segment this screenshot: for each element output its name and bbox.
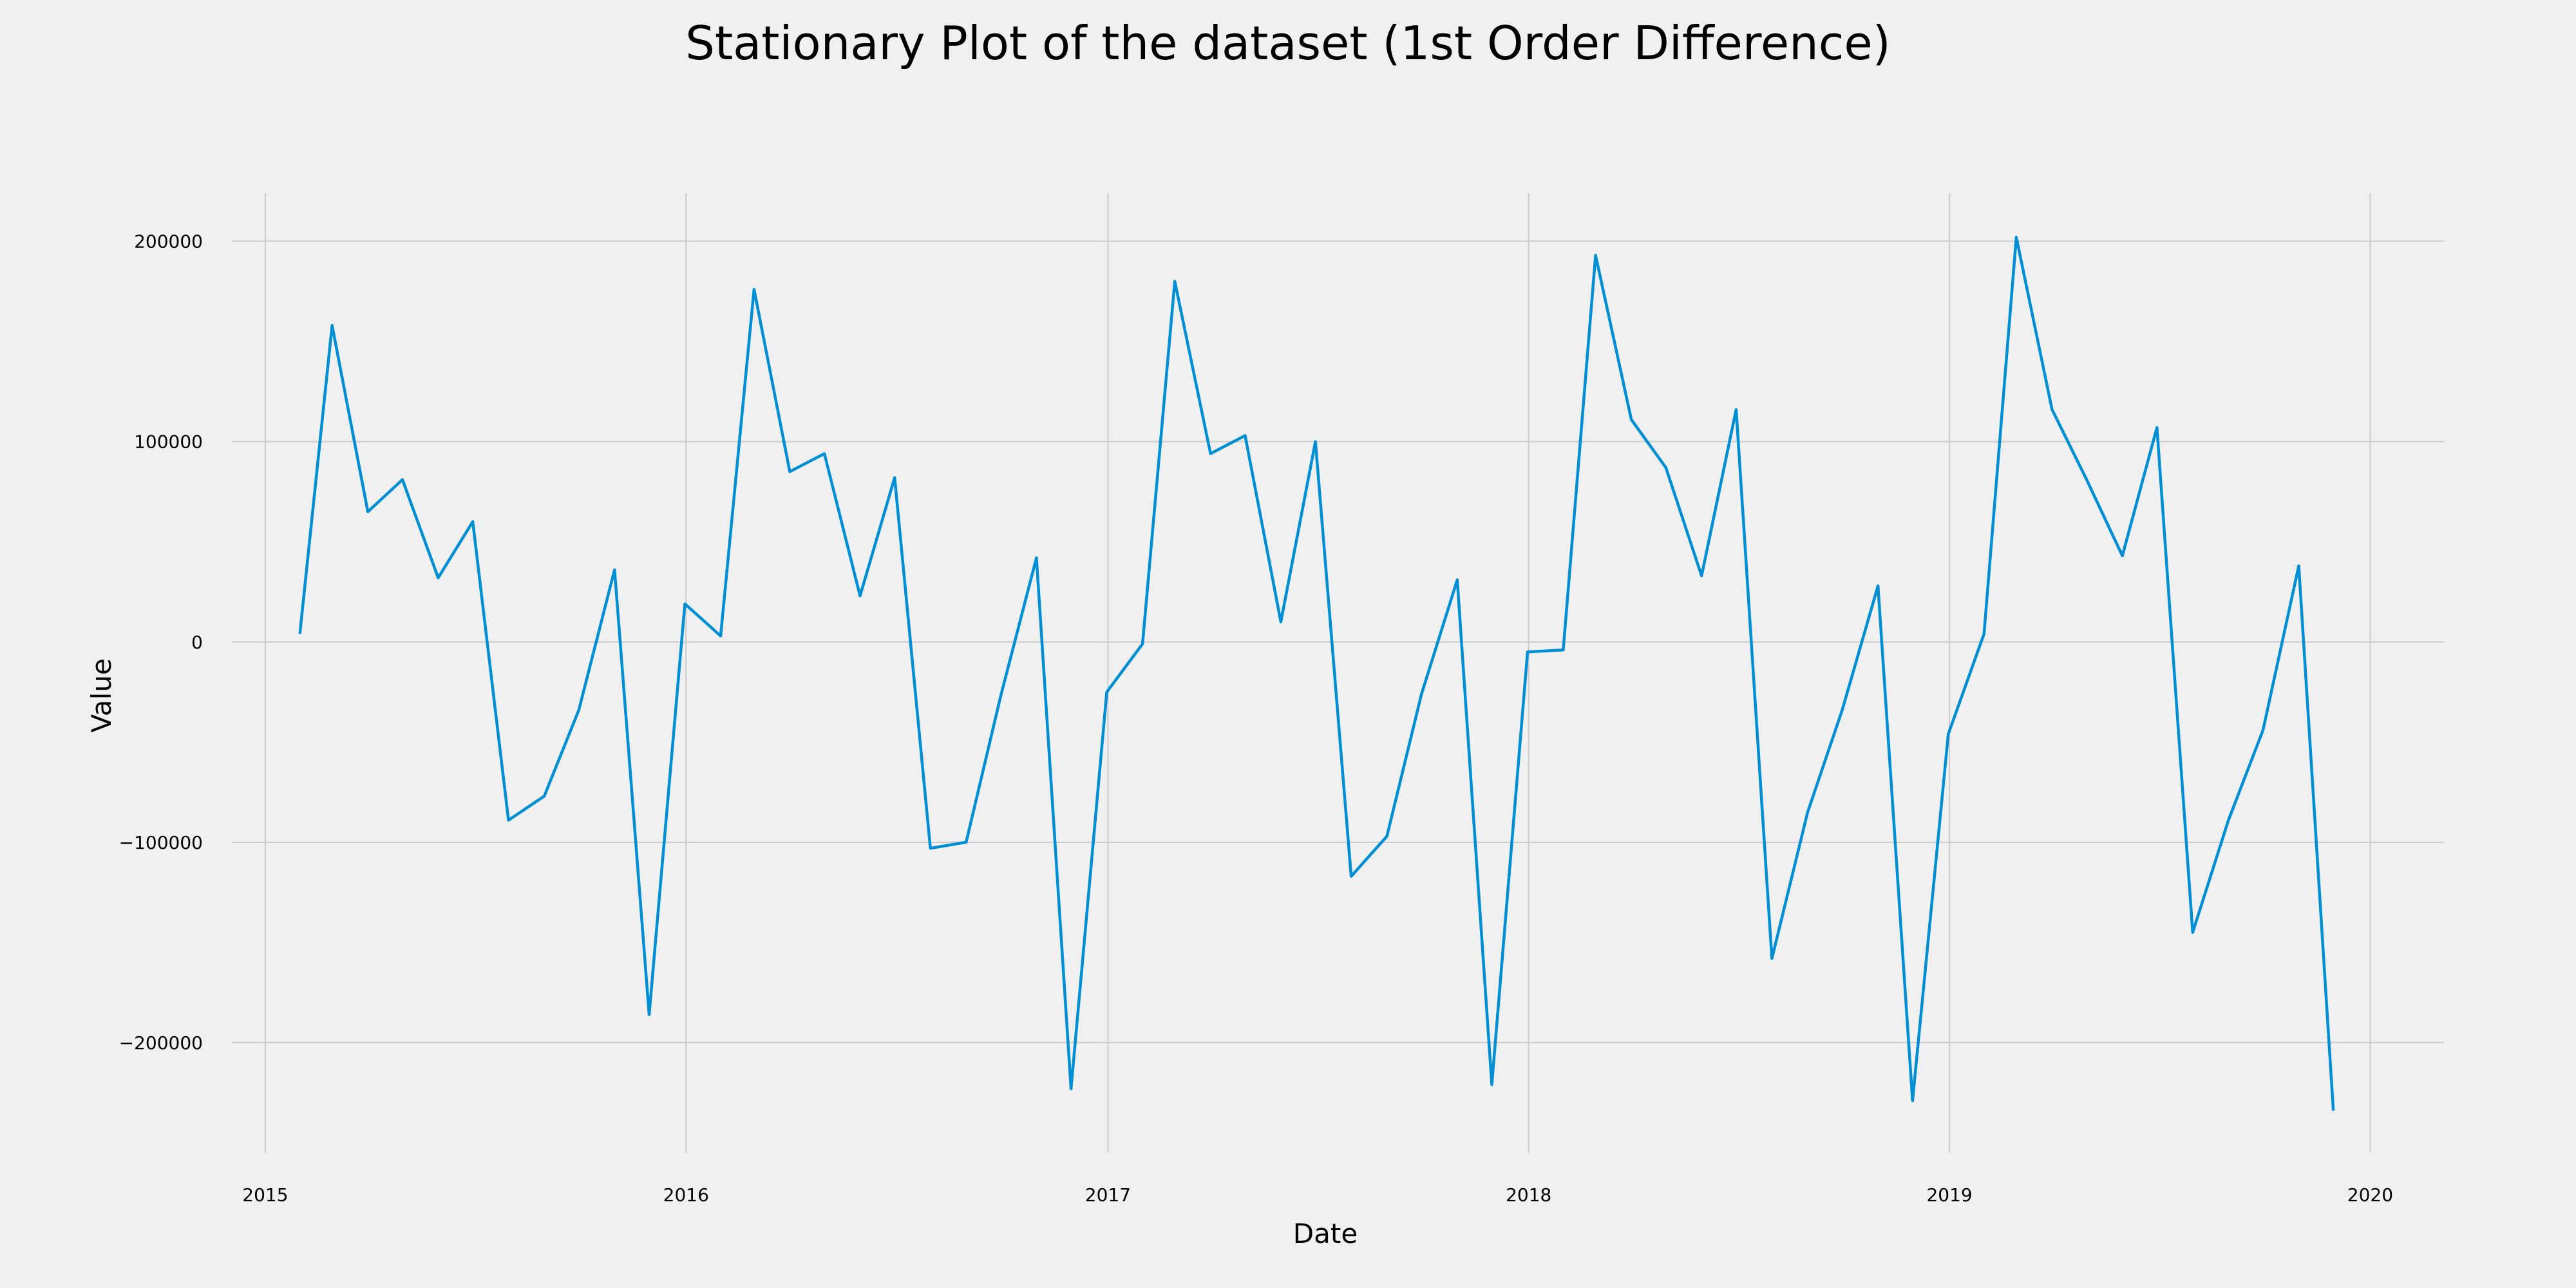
grid — [232, 193, 2444, 1153]
series — [298, 236, 2335, 1111]
chart-title: Stationary Plot of the dataset (1st Orde… — [685, 16, 1891, 70]
x-tick-label: 2018 — [1506, 1184, 1551, 1206]
y-tick-label: −200000 — [119, 1032, 203, 1054]
tick-labels: 2015 2016 2017 2018 2019 2020 −200000 −100000 0 1… — [119, 231, 2393, 1206]
y-tick-label: −100000 — [119, 832, 203, 853]
x-tick-label: 2020 — [2347, 1184, 2393, 1206]
x-axis-label: Date — [1293, 1218, 1358, 1249]
y-tick-label: 200000 — [134, 231, 203, 252]
series-line — [298, 236, 2335, 1111]
x-tick-label: 2015 — [242, 1184, 288, 1206]
y-axis-label: Value — [86, 658, 117, 732]
x-tick-label: 2017 — [1085, 1184, 1131, 1206]
x-tick-label: 2016 — [663, 1184, 709, 1206]
y-tick-label: 100000 — [134, 431, 203, 453]
y-tick-label: 0 — [191, 632, 203, 653]
x-tick-label: 2019 — [1926, 1184, 1972, 1206]
